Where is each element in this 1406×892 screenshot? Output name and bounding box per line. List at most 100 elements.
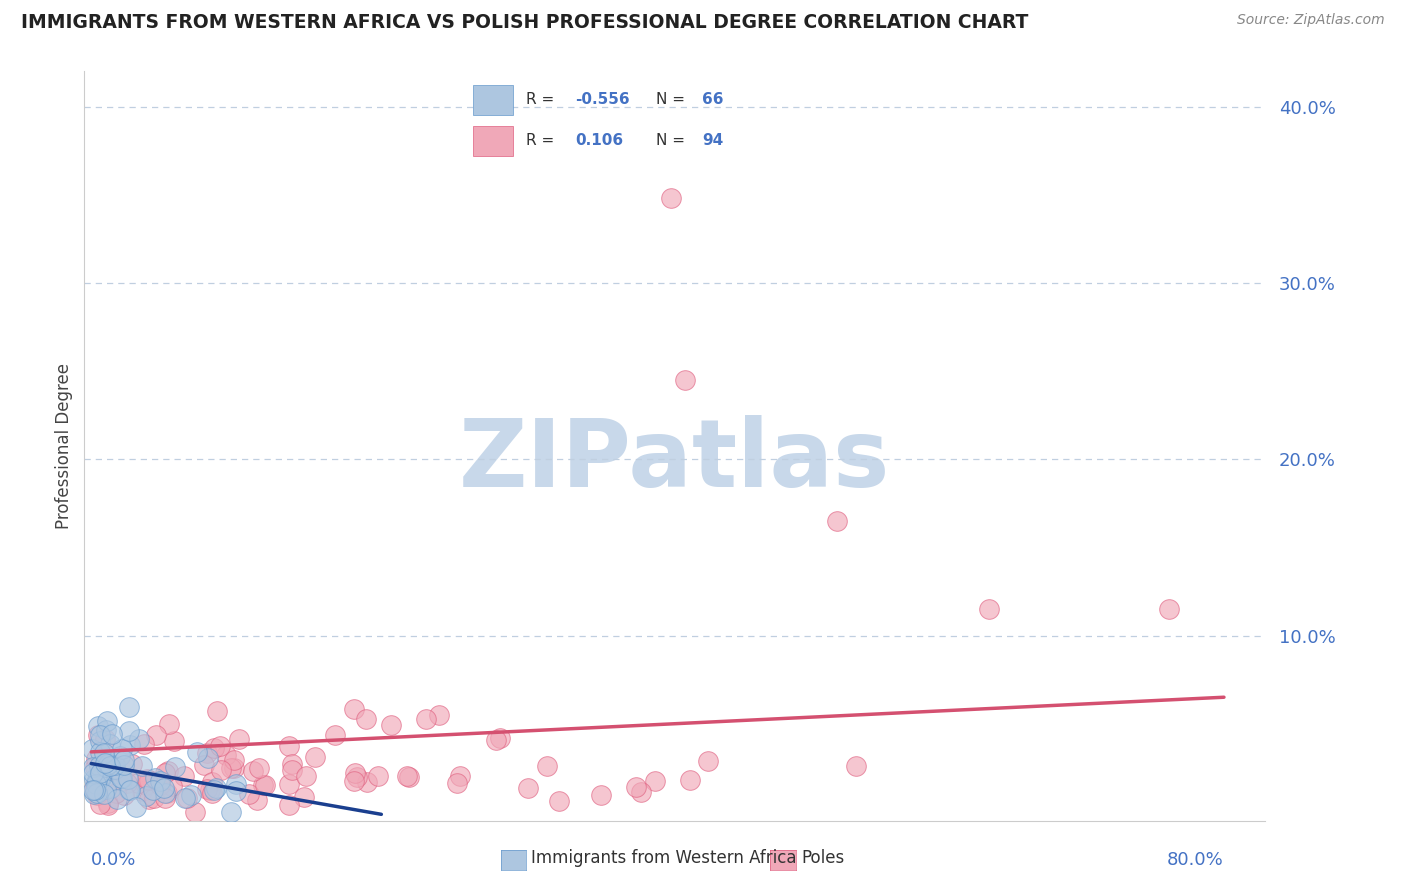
- Point: [89, 766, 111, 780]
- Point: [98, 737, 121, 751]
- Point: [118, 723, 141, 738]
- Text: 66: 66: [702, 93, 724, 107]
- Text: R =: R =: [526, 93, 554, 107]
- Point: [195, 746, 218, 760]
- Point: [89, 797, 111, 812]
- Point: [343, 765, 366, 780]
- Point: [145, 728, 167, 742]
- Point: [222, 761, 245, 775]
- Point: [163, 734, 186, 748]
- Y-axis label: Professional Degree: Professional Degree: [55, 363, 73, 529]
- Point: [156, 786, 179, 800]
- Point: [143, 791, 166, 805]
- Point: [84, 777, 107, 791]
- Point: [90, 771, 112, 785]
- Point: [277, 797, 299, 812]
- Point: [84, 776, 107, 790]
- Point: [83, 782, 105, 797]
- Point: [135, 789, 157, 804]
- Point: [844, 759, 866, 773]
- Point: [82, 766, 104, 780]
- Point: [153, 780, 176, 795]
- Point: [825, 514, 848, 528]
- Text: N =: N =: [655, 93, 685, 107]
- Point: [163, 760, 186, 774]
- Point: [249, 761, 271, 775]
- Point: [679, 772, 702, 787]
- Point: [155, 790, 177, 805]
- Point: [252, 778, 274, 792]
- Point: [89, 734, 111, 748]
- Point: [157, 717, 180, 731]
- Point: [135, 777, 157, 791]
- Point: [548, 794, 571, 808]
- Point: [108, 748, 131, 763]
- Point: [111, 774, 134, 789]
- Point: [87, 758, 110, 772]
- Point: [94, 756, 117, 770]
- Point: [86, 752, 108, 766]
- Point: [93, 746, 115, 760]
- Point: [446, 776, 468, 790]
- Point: [112, 758, 135, 772]
- Point: [697, 754, 720, 768]
- Point: [380, 718, 402, 732]
- Point: [979, 602, 1001, 616]
- Point: [195, 782, 218, 797]
- Point: [488, 731, 510, 746]
- Point: [138, 792, 160, 806]
- Point: [111, 772, 134, 786]
- Point: [87, 719, 110, 733]
- Point: [87, 770, 110, 784]
- Point: [118, 782, 141, 797]
- Point: [415, 712, 437, 726]
- Point: [96, 760, 118, 774]
- Point: [242, 764, 264, 779]
- Point: [96, 755, 118, 769]
- Point: [125, 800, 148, 814]
- Point: [97, 772, 120, 787]
- Text: -0.556: -0.556: [575, 93, 630, 107]
- Point: [83, 772, 105, 787]
- Point: [343, 702, 366, 716]
- Point: [398, 770, 420, 784]
- Text: Immigrants from Western Africa: Immigrants from Western Africa: [531, 849, 797, 867]
- Point: [118, 783, 141, 797]
- Point: [100, 781, 122, 796]
- Bar: [474, 126, 513, 156]
- Point: [228, 731, 250, 746]
- Point: [111, 742, 134, 756]
- Point: [156, 764, 179, 778]
- Point: [201, 774, 224, 789]
- Text: ZIPatlas: ZIPatlas: [460, 415, 890, 507]
- Point: [346, 770, 368, 784]
- Point: [131, 784, 153, 798]
- Point: [644, 773, 666, 788]
- Point: [202, 740, 225, 755]
- Point: [205, 705, 228, 719]
- Point: [94, 732, 117, 747]
- Point: [89, 771, 111, 785]
- Point: [155, 786, 177, 800]
- Point: [630, 785, 652, 799]
- Point: [143, 771, 166, 785]
- Point: [97, 756, 120, 771]
- Point: [215, 747, 238, 762]
- Point: [354, 712, 377, 726]
- Point: [219, 805, 242, 819]
- Point: [209, 739, 232, 753]
- Point: [127, 776, 149, 790]
- Point: [86, 772, 108, 787]
- Point: [121, 756, 143, 771]
- Point: [105, 791, 128, 805]
- Point: [100, 727, 122, 741]
- Point: [83, 788, 105, 802]
- Point: [449, 769, 471, 783]
- Point: [82, 782, 104, 797]
- Point: [173, 769, 195, 783]
- Point: [238, 787, 260, 801]
- Point: [198, 783, 221, 797]
- Point: [204, 783, 226, 797]
- Point: [104, 763, 127, 777]
- Point: [86, 727, 108, 741]
